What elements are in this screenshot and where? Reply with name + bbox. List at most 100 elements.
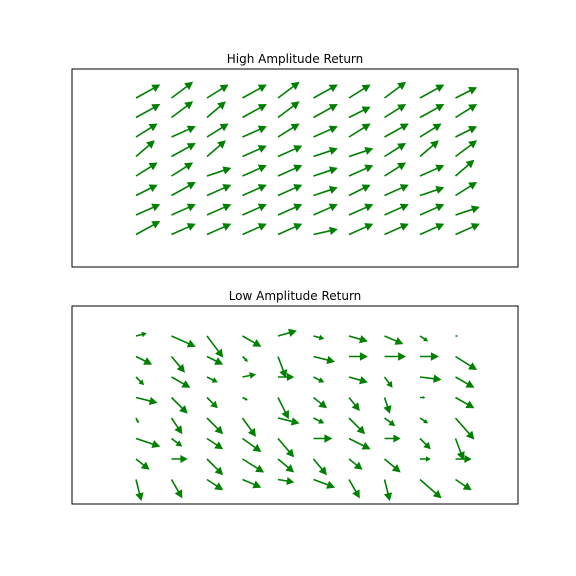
quiver-arrow — [348, 203, 374, 216]
quiver-arrow — [171, 125, 196, 138]
quiver-arrow — [313, 355, 336, 365]
arrow-field — [135, 328, 478, 502]
quiver-arrow — [170, 417, 183, 435]
quiver-arrow — [384, 143, 407, 158]
quiver-arrow — [313, 396, 327, 409]
quiver-arrow — [383, 479, 393, 502]
quiver-arrow — [277, 397, 289, 420]
quiver-arrow — [242, 203, 267, 216]
quiver-arrow — [277, 328, 297, 337]
quiver-arrow — [206, 123, 229, 138]
quiver-arrow — [135, 458, 150, 470]
quiver-arrow — [277, 145, 303, 158]
quiver-arrow — [135, 437, 161, 449]
quiver-arrow — [241, 355, 248, 362]
chart-title: Low Amplitude Return — [229, 289, 362, 303]
quiver-arrow — [348, 123, 371, 138]
quiver-arrow — [313, 434, 333, 443]
quiver-arrow — [384, 417, 396, 427]
quiver-arrow — [313, 104, 338, 119]
quiver-arrow — [277, 101, 300, 119]
quiver-arrow — [454, 417, 475, 440]
quiver-arrow — [206, 437, 224, 450]
quiver-arrow — [277, 476, 295, 486]
quiver-arrow — [383, 376, 393, 388]
quiver-arrow — [242, 164, 267, 177]
quiver-arrow — [277, 437, 295, 458]
quiver-arrow — [135, 203, 161, 216]
quiver-arrow — [455, 396, 475, 409]
quiver-arrow — [313, 146, 338, 158]
quiver-arrow — [135, 221, 161, 236]
quiver-arrow — [135, 140, 155, 158]
quiver-arrow — [384, 223, 409, 236]
quiver-arrow — [384, 104, 407, 119]
quiver-arrow — [383, 397, 392, 414]
quiver-arrow — [349, 352, 368, 361]
quiver-arrow — [420, 456, 431, 462]
quiver-arrow — [420, 352, 439, 361]
quiver-arrow — [455, 454, 472, 464]
quiver-arrow — [171, 376, 191, 388]
quiver-arrow — [135, 123, 158, 138]
quiver-arrow — [170, 355, 185, 373]
quiver-arrow — [419, 123, 442, 138]
quiver-arrow — [277, 223, 303, 236]
quiver-arrow — [455, 376, 475, 388]
quiver-arrow — [455, 87, 478, 99]
quiver-arrow — [171, 223, 196, 236]
quiver-arrow — [313, 185, 338, 197]
quiver-arrow — [277, 417, 300, 426]
quiver-arrow — [419, 223, 445, 236]
quiver-arrow — [455, 205, 480, 216]
quiver-arrow — [277, 81, 300, 99]
quiver-arrow — [313, 84, 338, 99]
quiver-arrow — [419, 374, 442, 383]
quiver-arrow — [419, 335, 429, 342]
quiver-arrow — [242, 478, 262, 489]
quiver-arrow — [384, 123, 409, 138]
quiver-arrow — [419, 104, 445, 119]
quiver-arrow — [206, 101, 226, 119]
quiver-arrow — [171, 454, 188, 464]
quiver-arrow — [455, 223, 480, 236]
quiver-arrow — [242, 396, 248, 401]
quiver-arrow — [383, 458, 401, 473]
quiver-arrow — [312, 458, 327, 476]
quiver-arrow — [277, 164, 303, 177]
quiver-arrow — [171, 81, 194, 99]
quiver-arrow — [171, 437, 183, 447]
quiver-arrow — [348, 417, 366, 435]
quiver-arrow — [206, 417, 224, 435]
quiver-arrow — [384, 352, 407, 361]
quiver-arrow — [277, 184, 303, 197]
quiver-arrow — [170, 479, 183, 499]
quiver-arrow — [242, 125, 267, 138]
quiver-arrow — [313, 166, 338, 177]
quiver-arrow — [348, 437, 371, 450]
quiver-arrow — [206, 376, 218, 383]
quiver-arrow — [419, 417, 429, 424]
quiver-arrow — [313, 203, 338, 216]
quiver-arrow — [135, 376, 145, 386]
quiver-arrow — [454, 159, 475, 177]
quiver-arrow — [348, 164, 374, 177]
quiver-arrow — [348, 184, 371, 197]
quiver-arrow — [348, 458, 363, 470]
quiver-arrow — [241, 417, 256, 437]
quiver-arrow — [206, 478, 224, 491]
quiver-arrow — [171, 335, 196, 348]
quiver-arrow — [242, 223, 267, 236]
quiver-arrow — [171, 143, 196, 158]
quiver-arrow — [348, 397, 360, 411]
quiver-arrow — [455, 355, 478, 370]
quiver-arrow — [419, 164, 445, 177]
quiver-arrow — [135, 479, 144, 502]
quiver-arrow — [419, 478, 442, 499]
quiver-arrow — [242, 84, 267, 99]
quiver-arrow — [135, 104, 161, 119]
axes-frame — [71, 305, 519, 505]
quiver-arrow — [313, 226, 338, 236]
quiver-arrow — [206, 355, 224, 365]
quiver-arrow — [384, 203, 409, 216]
